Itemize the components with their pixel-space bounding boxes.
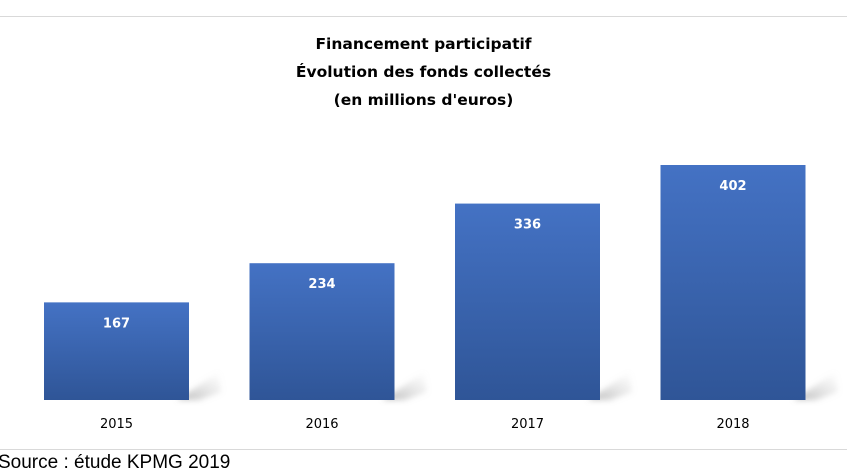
chart-title-line-3: (en millions d'euros) <box>333 91 514 109</box>
value-label-2015: 167 <box>103 316 130 331</box>
value-label-2016: 234 <box>308 277 335 292</box>
x-tick-label-2018: 2018 <box>716 417 749 432</box>
bar-2015 <box>44 302 189 400</box>
bar-2017 <box>455 203 600 400</box>
bar-2016 <box>249 263 395 400</box>
source-note: Source : étude KPMG 2019 <box>0 452 231 473</box>
value-label-2017: 336 <box>514 218 541 233</box>
x-tick-label-2016: 2016 <box>305 417 338 432</box>
chart-title-line-1: Financement participatif <box>315 35 532 53</box>
bar-2018 <box>660 165 806 400</box>
value-label-2018: 402 <box>719 179 746 194</box>
bar-chart: 167 234 336 402 2015 2016 2017 2018 <box>44 165 838 432</box>
x-tick-label-2017: 2017 <box>511 417 544 432</box>
x-tick-label-2015: 2015 <box>100 417 133 432</box>
chart-title-line-2: Évolution des fonds collectés <box>295 63 552 81</box>
